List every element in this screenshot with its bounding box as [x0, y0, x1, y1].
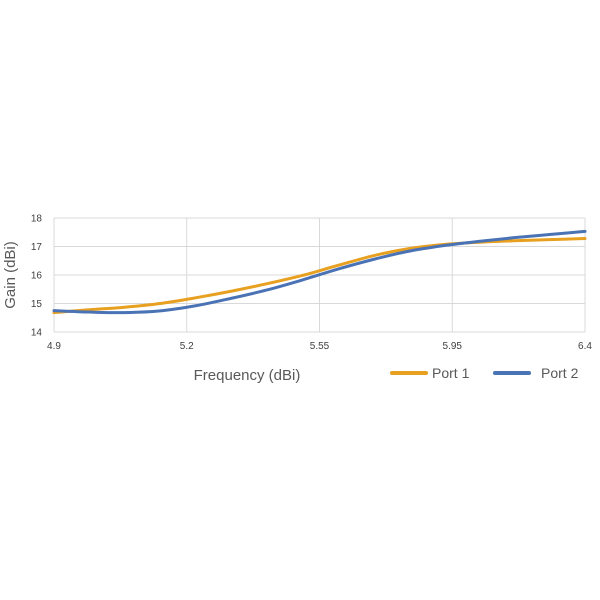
- x-tick-label: 5.95: [443, 341, 463, 352]
- y-tick-label: 18: [31, 214, 43, 225]
- y-tick-label: 16: [31, 271, 43, 282]
- x-tick-label: 5.2: [180, 341, 194, 352]
- x-tick-label: 6.4: [578, 341, 592, 352]
- y-tick-label: 15: [31, 299, 43, 310]
- legend-label-port-1: Port 1: [432, 365, 470, 381]
- legend-item-port-2: Port 2: [493, 365, 579, 381]
- series-line-port-1: [52, 237, 587, 315]
- legend-item-port-1: Port 1: [390, 365, 470, 381]
- x-axis-title: Frequency (dBi): [194, 367, 301, 384]
- x-tick-label: 5.55: [310, 341, 330, 352]
- legend-label-port-2: Port 2: [541, 365, 579, 381]
- series-lines: [52, 229, 587, 315]
- y-tick-label: 17: [31, 242, 43, 253]
- y-tick-label: 14: [31, 328, 43, 339]
- x-tick-label: 4.9: [47, 341, 61, 352]
- y-axis-title: Gain (dBi): [2, 241, 19, 309]
- legend: Port 1 Port 2: [390, 365, 579, 381]
- tick-labels: 14 15 16 17 18 4.9 5.2 5.55 5.95 6.4: [31, 214, 593, 353]
- series-line-port-2: [52, 229, 587, 315]
